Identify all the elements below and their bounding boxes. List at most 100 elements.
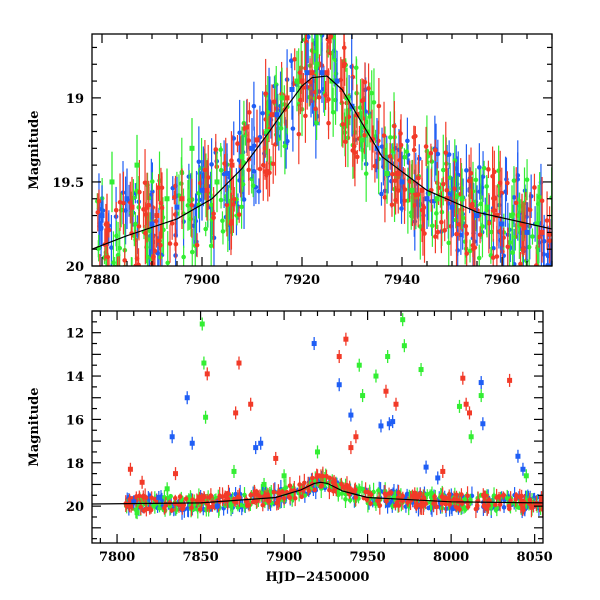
data-point	[339, 481, 344, 487]
data-point	[133, 221, 138, 227]
top-panel-y-axis-label: Magnitude	[27, 110, 42, 189]
data-point	[392, 178, 398, 184]
data-point	[503, 189, 508, 195]
data-point	[204, 187, 210, 193]
data-point	[400, 493, 406, 499]
data-point	[104, 221, 110, 227]
data-point	[466, 178, 472, 184]
data-point	[367, 114, 373, 119]
data-point	[165, 260, 171, 266]
data-point	[379, 191, 384, 197]
data-point	[335, 492, 341, 498]
data-point	[109, 179, 115, 185]
data-point	[368, 492, 374, 497]
data-point	[172, 496, 178, 501]
data-point	[545, 262, 550, 266]
data-point	[468, 170, 474, 176]
data-point	[128, 210, 134, 216]
data-point	[486, 220, 492, 226]
data-point	[396, 490, 401, 496]
data-point	[497, 502, 503, 507]
data-point	[373, 373, 379, 379]
data-point	[129, 204, 135, 210]
data-point	[319, 70, 325, 76]
data-point	[181, 254, 186, 260]
data-point	[143, 230, 148, 236]
data-point	[309, 70, 315, 76]
data-point	[251, 103, 257, 109]
data-point	[513, 234, 518, 240]
data-point	[340, 121, 346, 127]
data-point	[310, 475, 315, 481]
data-point	[504, 495, 510, 501]
data-point	[481, 504, 487, 509]
data-point	[158, 242, 163, 248]
data-point	[328, 34, 334, 39]
data-point	[513, 200, 519, 206]
data-point	[246, 138, 252, 143]
data-point	[376, 488, 381, 493]
x-tick-label: 7900	[184, 273, 220, 288]
data-point	[499, 221, 505, 227]
data-point	[189, 505, 194, 511]
data-point	[149, 221, 155, 227]
data-point	[468, 497, 473, 502]
data-point	[124, 196, 130, 202]
data-point	[508, 498, 513, 503]
data-point	[344, 482, 350, 488]
model-curve	[92, 75, 552, 250]
data-point	[511, 195, 517, 200]
data-point	[348, 412, 354, 418]
data-point	[138, 504, 144, 510]
data-point	[237, 130, 242, 136]
data-point	[290, 126, 296, 131]
x-tick-label: 7920	[284, 273, 320, 288]
data-point	[246, 167, 252, 173]
data-point	[237, 495, 242, 500]
data-point	[169, 434, 175, 440]
data-point	[248, 492, 254, 498]
data-point	[336, 382, 342, 388]
data-point	[254, 489, 260, 494]
data-point	[363, 171, 369, 176]
data-point	[220, 229, 226, 234]
data-point	[470, 243, 476, 248]
model-curve	[92, 481, 543, 505]
data-point	[316, 95, 322, 100]
data-point	[157, 505, 162, 511]
data-point	[401, 343, 407, 349]
data-point	[201, 360, 207, 366]
top-panel-data-area	[92, 34, 552, 266]
data-point	[501, 505, 507, 510]
data-point	[334, 78, 340, 84]
data-point	[359, 137, 365, 143]
data-point	[156, 494, 162, 500]
data-point	[464, 251, 469, 256]
data-point	[514, 493, 519, 498]
data-point	[376, 103, 382, 109]
data-point	[159, 205, 165, 211]
data-point	[404, 149, 410, 154]
data-point	[152, 248, 158, 254]
data-point	[385, 354, 391, 360]
data-point	[462, 507, 468, 512]
bottom-panel-ticks: 7800 7850 7900 7950 8000 8050 12 14 16 18 20	[66, 310, 553, 565]
data-point	[146, 202, 152, 208]
data-point	[249, 176, 255, 182]
data-point	[339, 491, 345, 496]
data-point	[278, 126, 284, 131]
data-point	[189, 249, 195, 255]
data-point	[386, 421, 392, 427]
data-point	[419, 187, 425, 193]
top-panel: 7880 7900 7920 7940 7960 19 19.5 20 Magnitude	[27, 33, 553, 288]
data-point	[441, 181, 446, 187]
data-point	[405, 198, 411, 203]
bottom-panel-y-axis-label: Magnitude	[27, 387, 42, 466]
data-point	[434, 504, 440, 510]
data-point	[494, 254, 500, 259]
data-point	[516, 505, 521, 510]
data-point	[347, 497, 353, 503]
top-panel-frame	[91, 33, 553, 267]
data-point	[173, 471, 179, 477]
data-point	[483, 493, 488, 498]
